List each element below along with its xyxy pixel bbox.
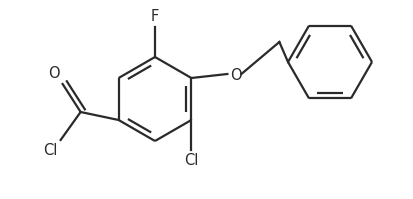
Text: O: O [230,67,242,83]
Text: Cl: Cl [43,143,57,158]
Text: F: F [150,9,159,24]
Text: O: O [48,66,59,81]
Text: Cl: Cl [184,153,198,168]
